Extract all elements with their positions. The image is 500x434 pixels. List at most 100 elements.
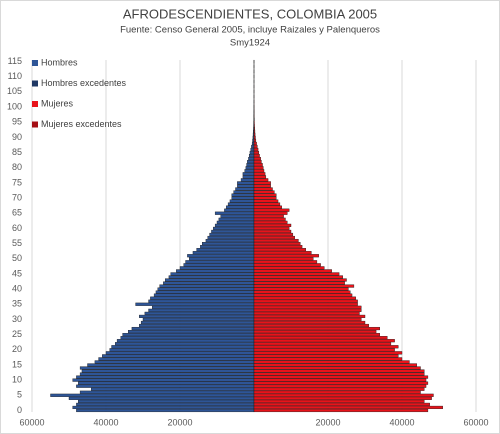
bar [253, 163, 263, 167]
bar [253, 229, 292, 234]
bar [253, 235, 295, 240]
bar [207, 235, 255, 240]
bar [224, 208, 255, 212]
bar [105, 351, 255, 355]
bar [253, 208, 290, 212]
bar [139, 323, 255, 328]
legend-swatch [32, 80, 38, 87]
bar [247, 160, 255, 164]
bar [131, 326, 255, 331]
bar [231, 193, 255, 197]
bar [235, 187, 255, 191]
bar [253, 214, 284, 218]
bar [253, 157, 261, 161]
bar [179, 266, 255, 270]
chart-title: AFRODESCENDIENTES, COLOMBIA 2005 [123, 6, 377, 21]
bar [139, 314, 255, 318]
bar [253, 150, 260, 155]
y-tick-label: 10 [12, 375, 22, 385]
bar [87, 363, 255, 367]
bar [253, 129, 256, 133]
bar [205, 238, 255, 243]
x-tick-label: 20000 [167, 417, 192, 427]
bar [240, 178, 255, 182]
bar [116, 339, 255, 343]
legend-swatch [32, 121, 38, 128]
bar [76, 384, 255, 388]
bar [78, 399, 255, 403]
bar [144, 311, 255, 315]
bar [251, 141, 255, 146]
bar [157, 287, 255, 291]
bar [231, 196, 255, 200]
bar [253, 245, 303, 249]
bar [253, 260, 318, 264]
x-tick-label: 40000 [389, 417, 414, 427]
bar [253, 248, 306, 252]
bar [253, 299, 358, 303]
bar [201, 242, 255, 246]
bar [111, 345, 255, 349]
bar [196, 248, 255, 252]
bar [253, 147, 259, 152]
bar [170, 272, 255, 276]
bar [127, 330, 255, 334]
bar [245, 166, 255, 170]
bar [253, 390, 421, 394]
bar [253, 281, 345, 285]
bar [253, 287, 349, 291]
bar [253, 408, 429, 413]
bar [237, 184, 255, 188]
bar [253, 211, 288, 215]
bar [253, 378, 427, 382]
legend-label: Mujeres excedentes [41, 119, 122, 129]
bar [253, 199, 279, 203]
bar [200, 245, 255, 249]
bar [246, 163, 255, 167]
bar [140, 320, 255, 325]
bar [253, 311, 360, 315]
bar [253, 178, 269, 182]
bar [159, 284, 255, 288]
bar [79, 390, 255, 394]
bar [253, 275, 344, 279]
bar [76, 402, 255, 406]
chart-author: Smy1924 [230, 38, 270, 49]
bar [216, 220, 255, 224]
bar [253, 272, 340, 276]
y-tick-label: 55 [12, 238, 22, 248]
legend-swatch [32, 101, 38, 107]
bar [120, 336, 255, 340]
bar [253, 184, 271, 188]
bar [90, 387, 255, 391]
bar [253, 387, 425, 391]
bar [237, 181, 255, 185]
legend-label: Hombres excedentes [41, 78, 127, 88]
bar [253, 381, 429, 385]
y-tick-label: 100 [7, 101, 22, 111]
y-tick-label: 90 [12, 132, 22, 142]
x-tick-label: 40000 [93, 417, 118, 427]
bar [253, 330, 377, 334]
y-tick-label: 30 [12, 314, 22, 324]
bar [253, 123, 255, 127]
bar [253, 223, 292, 227]
bar [253, 232, 294, 237]
bar [253, 193, 277, 197]
bar [213, 226, 255, 230]
bar [253, 132, 256, 136]
bar [78, 381, 255, 385]
bar [253, 384, 427, 388]
y-tick-label: 35 [12, 299, 22, 309]
bar [226, 205, 255, 209]
bar [115, 342, 255, 346]
bar [253, 160, 262, 164]
bar [253, 342, 392, 346]
bar [192, 251, 255, 255]
bar [242, 172, 255, 176]
bar [122, 333, 255, 337]
bar [229, 199, 255, 203]
legend-swatch [32, 60, 38, 66]
y-tick-label: 70 [12, 192, 22, 202]
bar [253, 144, 258, 149]
